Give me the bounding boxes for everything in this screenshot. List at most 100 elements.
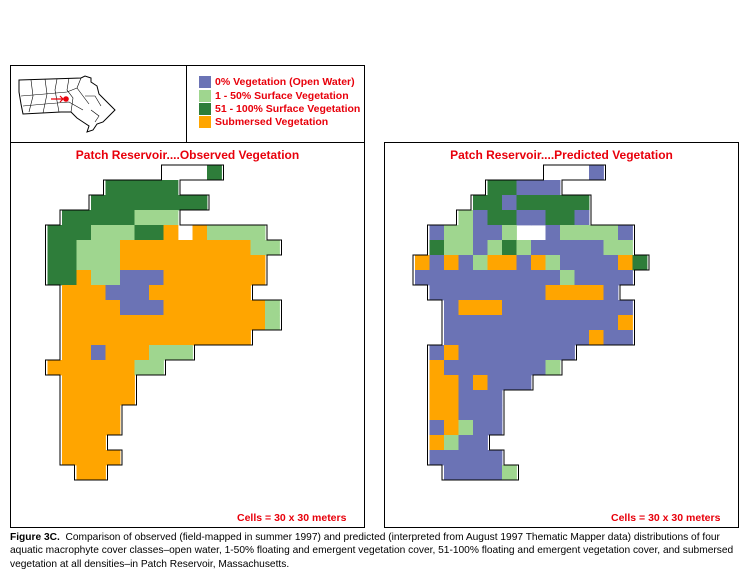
map-cell <box>91 435 106 451</box>
map-cell <box>178 330 193 346</box>
map-cell <box>76 225 92 241</box>
map-cell <box>149 180 164 196</box>
map-cell <box>487 465 503 481</box>
map-cell <box>149 210 164 226</box>
map-cell <box>589 225 604 241</box>
map-cell <box>458 330 474 346</box>
map-cell <box>163 300 179 316</box>
map-cell <box>163 180 179 196</box>
legend-item-low-surface: 1 - 50% Surface Vegetation <box>199 89 349 102</box>
reservoir-outline <box>45 164 282 481</box>
map-cell <box>76 240 92 256</box>
map-cell <box>91 345 106 361</box>
map-cell <box>487 285 503 301</box>
map-cell <box>415 270 430 286</box>
map-cell <box>560 330 575 346</box>
map-cell <box>105 255 121 271</box>
map-cell <box>545 360 561 376</box>
map-cell <box>531 315 546 331</box>
map-cell <box>178 195 193 211</box>
map-cell <box>444 375 459 391</box>
map-cell <box>618 225 633 241</box>
predicted-map-panel: Patch Reservoir....Predicted Vegetation … <box>384 142 739 528</box>
predicted-map-title: Patch Reservoir....Predicted Vegetation <box>450 148 673 162</box>
map-cell <box>47 240 63 256</box>
map-cell <box>458 225 474 241</box>
map-cell <box>458 210 474 226</box>
map-cell <box>458 465 474 481</box>
map-cell <box>473 360 488 376</box>
map-cell <box>429 375 445 391</box>
map-cell <box>574 210 590 226</box>
map-cell <box>618 240 633 256</box>
legend-label: 51 - 100% Surface Vegetation <box>215 102 361 115</box>
map-cell <box>105 450 121 466</box>
map-cell <box>589 255 604 271</box>
map-cell <box>487 225 503 241</box>
map-cell <box>429 285 445 301</box>
map-cell <box>473 405 488 421</box>
map-cell <box>458 255 474 271</box>
map-cell <box>91 270 106 286</box>
map-cell <box>76 210 92 226</box>
map-cell <box>134 240 150 256</box>
map-cell <box>458 240 474 256</box>
map-cell <box>120 375 135 391</box>
map-cell <box>120 390 135 406</box>
map-cell <box>236 225 251 241</box>
map-cell <box>265 315 280 331</box>
map-cell <box>502 375 517 391</box>
map-cell <box>560 300 575 316</box>
map-cell <box>178 300 193 316</box>
map-cell <box>250 255 266 271</box>
map-cell <box>545 270 561 286</box>
map-cell <box>91 420 106 436</box>
map-cell <box>531 345 546 361</box>
map-cell <box>429 360 445 376</box>
patch-reservoir-locator-dot <box>63 96 69 102</box>
map-cell <box>560 315 575 331</box>
map-cell <box>91 465 106 481</box>
map-cell <box>76 390 92 406</box>
map-cell <box>560 270 575 286</box>
map-cell <box>62 345 77 361</box>
map-cell <box>574 330 590 346</box>
map-cell <box>473 420 488 436</box>
map-cell <box>429 420 445 436</box>
map-cell <box>487 360 503 376</box>
map-cell <box>134 285 150 301</box>
map-cell <box>91 390 106 406</box>
map-cell <box>91 405 106 421</box>
map-cell <box>134 180 150 196</box>
map-cell <box>429 450 445 466</box>
map-cell <box>516 195 532 211</box>
map-cell <box>444 420 459 436</box>
map-cell <box>444 435 459 451</box>
map-cell <box>473 210 488 226</box>
map-cell <box>502 240 517 256</box>
map-cell <box>545 240 561 256</box>
map-cell <box>502 300 517 316</box>
map-cell <box>487 375 503 391</box>
map-cell <box>560 285 575 301</box>
map-cell <box>545 225 561 241</box>
map-cell <box>105 330 121 346</box>
map-cell <box>91 285 106 301</box>
map-cell <box>250 300 266 316</box>
map-cell <box>502 255 517 271</box>
map-cell <box>458 360 474 376</box>
map-cell <box>120 360 135 376</box>
map-cell <box>458 420 474 436</box>
map-cell <box>250 240 266 256</box>
map-cell <box>516 315 532 331</box>
map-cell <box>487 195 503 211</box>
map-cell <box>178 270 193 286</box>
map-cell <box>473 465 488 481</box>
map-cell <box>429 345 445 361</box>
map-cell <box>603 315 619 331</box>
map-cell <box>163 330 179 346</box>
map-cell <box>62 450 77 466</box>
map-cell <box>76 255 92 271</box>
map-cell <box>91 315 106 331</box>
map-cell <box>444 300 459 316</box>
